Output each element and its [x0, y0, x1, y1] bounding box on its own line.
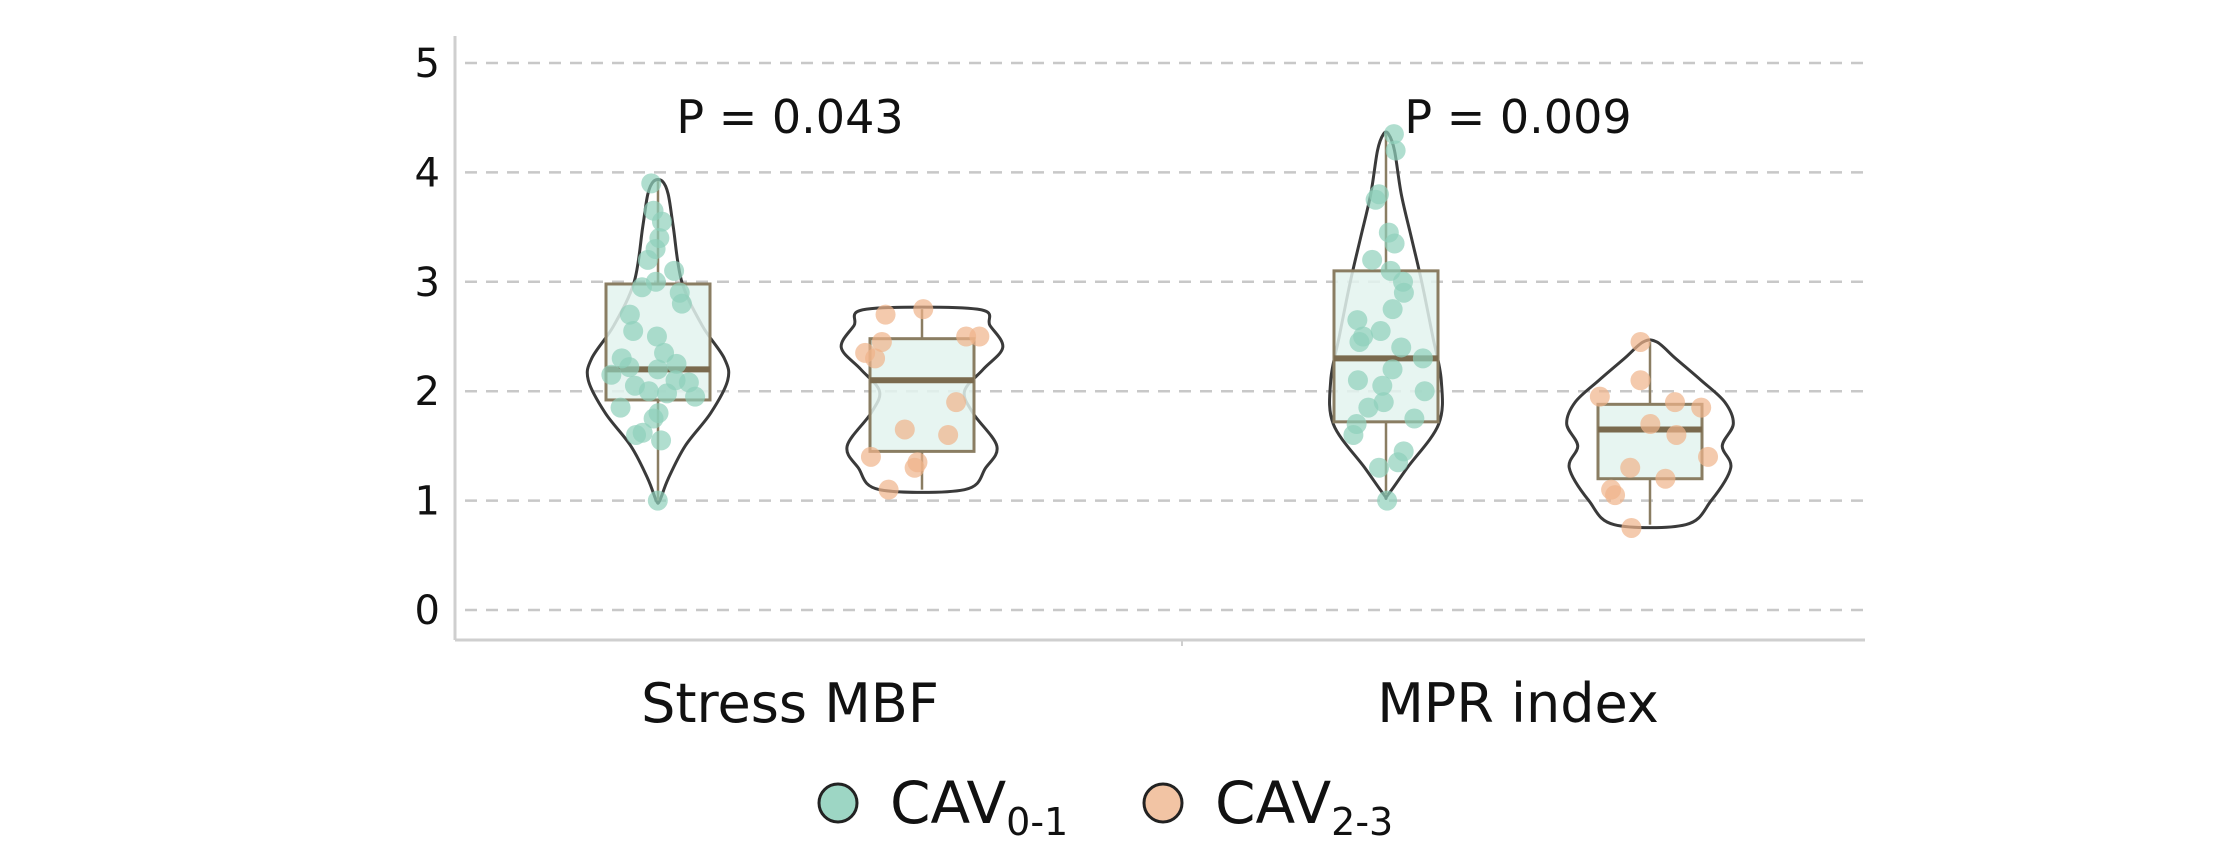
- data-point: [1369, 457, 1390, 478]
- legend-swatch: [817, 782, 859, 824]
- data-point: [1698, 446, 1719, 467]
- data-point: [1630, 370, 1651, 391]
- legend: CAV0-1 CAV2-3: [817, 769, 1393, 844]
- data-point: [1664, 392, 1685, 413]
- legend-subscript: 0-1: [1006, 800, 1068, 844]
- p-value-label: P = 0.043: [676, 90, 903, 144]
- data-point: [894, 419, 915, 440]
- data-point: [651, 430, 672, 451]
- legend-name: CAV: [890, 769, 1006, 837]
- data-point: [913, 299, 934, 320]
- data-point: [907, 452, 928, 473]
- data-point: [1380, 260, 1401, 281]
- legend-item: CAV0-1: [817, 769, 1068, 844]
- data-point: [664, 260, 685, 281]
- plot-area: [585, 124, 1735, 538]
- data-point: [860, 446, 881, 467]
- data-point: [1383, 124, 1404, 145]
- data-point: [1404, 408, 1425, 429]
- data-point: [619, 304, 640, 325]
- data-point: [1377, 490, 1398, 511]
- data-point: [878, 479, 899, 500]
- data-point: [623, 321, 644, 342]
- data-point: [1391, 337, 1412, 358]
- legend-item: CAV2-3: [1142, 769, 1393, 844]
- data-point: [1412, 348, 1433, 369]
- y-tick-label: 3: [415, 260, 440, 306]
- data-point: [1601, 479, 1622, 500]
- series-3: [1565, 331, 1735, 538]
- y-tick-label: 4: [415, 150, 440, 196]
- data-point: [647, 359, 668, 380]
- legend-name: CAV: [1215, 769, 1331, 837]
- data-point: [1372, 375, 1393, 396]
- data-point: [1393, 441, 1414, 462]
- data-point: [646, 326, 667, 347]
- data-point: [1347, 370, 1368, 391]
- data-point: [946, 392, 967, 413]
- data-point: [654, 342, 675, 363]
- data-point: [1666, 424, 1687, 445]
- data-point: [649, 228, 670, 249]
- data-point: [643, 200, 664, 221]
- data-point: [1358, 397, 1379, 418]
- data-point: [1385, 140, 1406, 161]
- data-point: [648, 403, 669, 424]
- data-point: [610, 397, 631, 418]
- data-point: [665, 370, 686, 391]
- data-point: [855, 342, 876, 363]
- y-tick-label: 1: [415, 479, 440, 525]
- data-point: [645, 271, 666, 292]
- data-point: [969, 326, 990, 347]
- data-point: [1368, 184, 1389, 205]
- data-point: [938, 424, 959, 445]
- data-point: [1382, 299, 1403, 320]
- p-value-annotations: P = 0.043 P = 0.009: [676, 90, 1631, 144]
- legend-label: CAV0-1: [890, 769, 1068, 844]
- data-point: [647, 490, 668, 511]
- data-point: [641, 173, 662, 194]
- y-tick-label: 0: [415, 588, 440, 634]
- series-0: [585, 173, 731, 511]
- data-point: [1373, 392, 1394, 413]
- data-point: [1620, 457, 1641, 478]
- category-label: Stress MBF: [641, 672, 939, 735]
- p-value-label: P = 0.009: [1404, 90, 1631, 144]
- data-point: [601, 364, 622, 385]
- data-point: [1630, 331, 1651, 352]
- legend-subscript: 2-3: [1331, 800, 1393, 844]
- y-axis: 0 1 2 3 4 5: [415, 36, 1865, 646]
- data-point: [1382, 359, 1403, 380]
- data-point: [871, 331, 892, 352]
- data-point: [875, 304, 896, 325]
- legend-label: CAV2-3: [1215, 769, 1393, 844]
- category-label: MPR index: [1377, 672, 1659, 735]
- data-point: [1347, 310, 1368, 331]
- data-point: [624, 375, 645, 396]
- data-point: [1621, 517, 1642, 538]
- y-tick-label: 5: [415, 41, 440, 87]
- data-point: [1691, 397, 1712, 418]
- data-point: [1378, 222, 1399, 243]
- category-labels: Stress MBF MPR index: [641, 672, 1659, 735]
- data-point: [1414, 381, 1435, 402]
- violin-outline: [1328, 130, 1444, 501]
- data-point: [1589, 386, 1610, 407]
- data-point: [669, 282, 690, 303]
- legend-swatch: [1142, 782, 1184, 824]
- series-1: [839, 299, 1005, 500]
- data-point: [1640, 414, 1661, 435]
- data-point: [1346, 414, 1367, 435]
- data-point: [1370, 321, 1391, 342]
- series-2: [1328, 124, 1444, 511]
- data-point: [632, 422, 653, 443]
- data-point: [611, 348, 632, 369]
- data-point: [1362, 249, 1383, 270]
- y-tick-label: 2: [415, 369, 440, 415]
- data-point: [1353, 326, 1374, 347]
- data-point: [1655, 468, 1676, 489]
